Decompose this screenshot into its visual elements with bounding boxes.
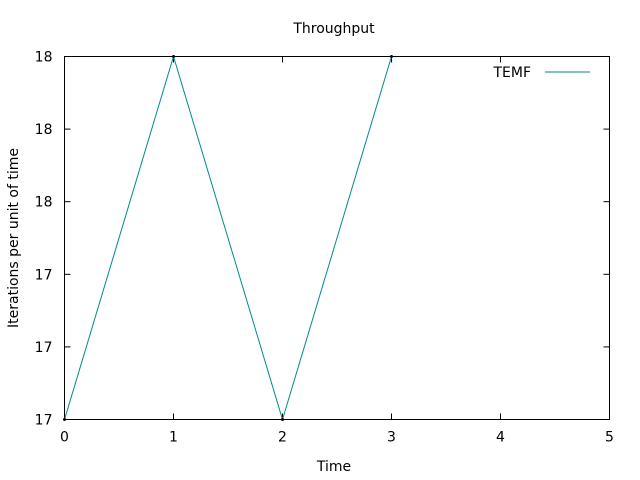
chart-title: Throughput [292,21,375,37]
legend: TEMF [492,65,590,81]
x-tick-label: 3 [387,430,396,446]
x-tick-label: 5 [605,430,614,446]
x-tick-label: 1 [169,430,178,446]
x-axis-ticks: 0 1 2 3 4 5 [60,56,614,446]
x-axis-title: Time [316,459,351,475]
y-tick-label: 17 [35,267,53,283]
x-tick-label: 2 [278,430,287,446]
y-tick-label: 18 [35,50,53,66]
data-point [281,418,284,421]
y-tick-label: 18 [35,195,53,211]
y-tick-label: 18 [35,122,53,138]
legend-label-temf: TEMF [492,65,531,81]
y-tick-label: 17 [35,340,53,356]
data-point [390,55,393,58]
plot-frame [64,56,610,420]
x-tick-label: 0 [60,430,69,446]
series-layer [63,54,393,422]
x-tick-label: 4 [496,430,505,446]
data-point [63,418,66,421]
data-point [172,55,175,58]
y-tick-label: 17 [35,413,53,429]
series-line-temf [64,54,392,422]
y-axis-title: Iterations per unit of time [6,148,22,328]
y-axis-ticks: 17 17 17 18 18 18 [35,50,610,429]
